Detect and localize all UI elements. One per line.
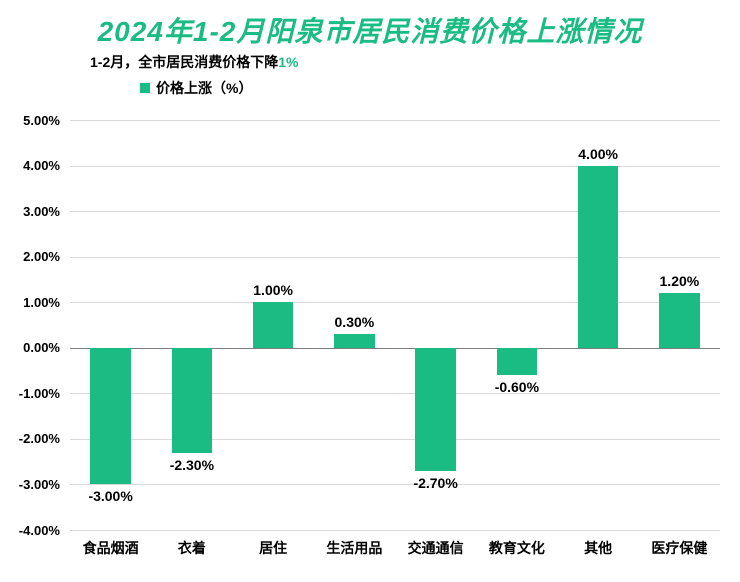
bar (578, 166, 619, 348)
chart-container: 2024年1-2月阳泉市居民消费价格上涨情况 1-2月，全市居民消费价格下降1%… (0, 0, 740, 582)
bar-value-label: 1.20% (639, 273, 720, 289)
subtitle-prefix: 1-2月，全市居民消费价格下降 (90, 54, 278, 70)
chart-subtitle: 1-2月，全市居民消费价格下降1% (90, 52, 298, 72)
bar-value-label: -2.70% (395, 475, 476, 491)
gridline (70, 211, 720, 212)
xtick-label: 其他 (558, 538, 639, 558)
ytick-label: -3.00% (0, 477, 60, 492)
ytick-label: 5.00% (0, 113, 60, 128)
chart-title: 2024年1-2月阳泉市居民消费价格上涨情况 (0, 10, 740, 50)
ytick-label: -1.00% (0, 386, 60, 401)
xtick-label: 教育文化 (476, 538, 557, 558)
ytick-label: 2.00% (0, 249, 60, 264)
xtick-label: 医疗保健 (639, 538, 720, 558)
bar (497, 348, 538, 375)
legend-swatch (140, 83, 150, 93)
gridline (70, 166, 720, 167)
xtick-label: 衣着 (151, 538, 232, 558)
bar (415, 348, 456, 471)
gridline (70, 257, 720, 258)
bar (253, 302, 294, 348)
xtick-label: 居住 (233, 538, 314, 558)
plot-area: -3.00%-2.30% 1.00%0.30% -2.70% -0.60% 4.00% 1… (70, 120, 720, 530)
bar-value-label: -3.00% (70, 488, 151, 504)
ytick-label: 1.00% (0, 295, 60, 310)
legend-label: 价格上涨（%） (156, 78, 252, 98)
subtitle-highlight: 1% (278, 54, 298, 70)
bar-value-label: -2.30% (151, 457, 232, 473)
gridline (70, 439, 720, 440)
bar (90, 348, 131, 485)
bar-value-label: 4.00% (558, 146, 639, 162)
xtick-label: 交通通信 (395, 538, 476, 558)
ytick-label: -4.00% (0, 523, 60, 538)
ytick-label: 3.00% (0, 204, 60, 219)
bar (659, 293, 700, 348)
ytick-label: 0.00% (0, 340, 60, 355)
ytick-label: 4.00% (0, 158, 60, 173)
ytick-label: -2.00% (0, 431, 60, 446)
gridline (70, 302, 720, 303)
bar (172, 348, 213, 453)
bar-value-label: 0.30% (314, 314, 395, 330)
bar-value-label: -0.60% (476, 379, 557, 395)
xtick-label: 生活用品 (314, 538, 395, 558)
bar-value-label: 1.00% (233, 282, 314, 298)
gridline (70, 120, 720, 121)
baseline (70, 348, 720, 349)
legend: 价格上涨（%） (140, 78, 252, 98)
gridline (70, 393, 720, 394)
gridline (70, 530, 720, 531)
bar (334, 334, 375, 348)
xtick-label: 食品烟酒 (70, 538, 151, 558)
